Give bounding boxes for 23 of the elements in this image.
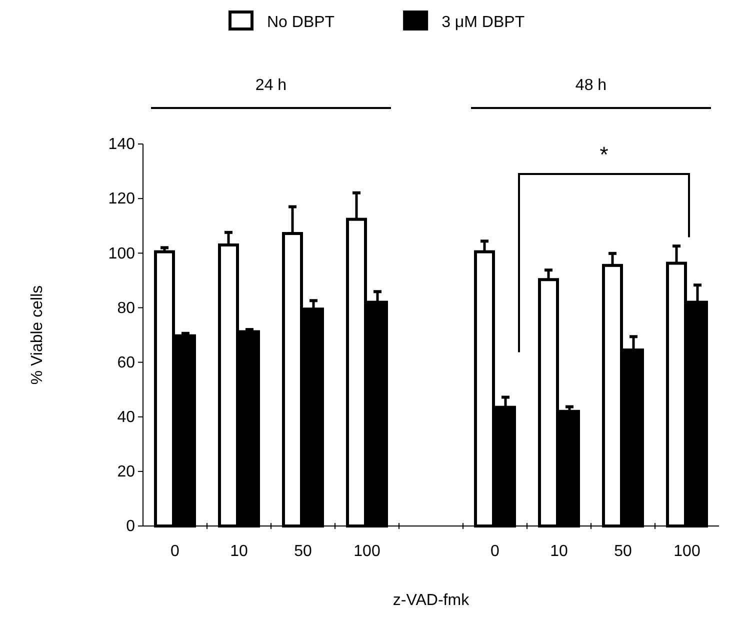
x-tick-label: 50 — [614, 543, 632, 560]
legend-label: No DBPT — [267, 14, 335, 31]
y-tick-label: 100 — [108, 245, 136, 262]
annotation: * — [600, 142, 609, 167]
legend-label: 3 μM DBPT — [442, 14, 525, 31]
y-tick-label: 60 — [117, 354, 136, 372]
x-tick-label: 50 — [294, 543, 312, 560]
x-axis-title: z-VAD-fmk — [392, 592, 470, 609]
x-tick-label: 10 — [230, 543, 248, 560]
text: 48 h — [575, 77, 607, 94]
x-tick-label: 0 — [170, 543, 180, 560]
text: 24 h — [255, 77, 287, 94]
y-tick-label: 120 — [108, 190, 136, 208]
y-tick-label: 80 — [117, 300, 136, 317]
y-tick-label: 20 — [117, 464, 136, 481]
x-tick-label: 100 — [674, 543, 700, 560]
x-tick-label: 0 — [490, 543, 500, 560]
x-tick-label: 100 — [354, 543, 380, 560]
x-tick-label: 10 — [550, 543, 568, 560]
y-tick-label: 140 — [108, 136, 136, 154]
y-axis-title: % Viable cells — [29, 285, 46, 385]
y-tick-label: 40 — [117, 408, 136, 426]
y-tick-label: 0 — [126, 518, 136, 536]
